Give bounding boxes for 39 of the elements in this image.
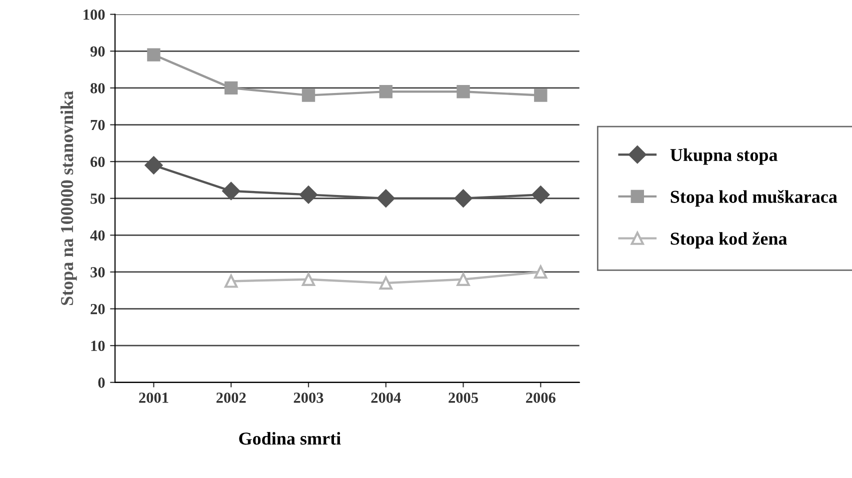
point [534, 88, 548, 102]
y-tick-label: 50 [90, 194, 105, 204]
y-tick-label: 100 [84, 9, 105, 20]
x-tick-label: 2004 [371, 392, 401, 403]
x-tick-label: 2003 [294, 392, 324, 403]
point [300, 186, 318, 204]
y-tick-label: 30 [90, 267, 105, 278]
x-tick-label: 2001 [139, 392, 168, 403]
x-tick-label: 2005 [448, 392, 478, 403]
point [224, 274, 238, 288]
point [532, 186, 550, 204]
point [456, 85, 470, 98]
x-axis-title: Godina smrti [239, 432, 341, 445]
y-tick-label: 90 [90, 46, 105, 57]
point [302, 88, 316, 102]
point [224, 81, 238, 95]
point [302, 272, 316, 286]
y-tick-label: 20 [90, 304, 105, 314]
legend-label: Stopa kod muškaraca [670, 190, 838, 207]
y-tick-label: 70 [90, 120, 105, 130]
point [376, 189, 395, 208]
point [147, 48, 160, 62]
y-axis-title: Stopa na 100000 stanovnika [60, 91, 77, 306]
x-tick-label: 2002 [216, 392, 246, 403]
legend-label: Ukupna stopa [670, 148, 778, 165]
y-tick-label: 0 [98, 378, 105, 388]
point [379, 276, 392, 290]
y-tick-label: 10 [91, 340, 105, 352]
point [456, 272, 470, 286]
point [379, 85, 392, 98]
point [534, 265, 548, 279]
point [222, 182, 240, 200]
y-tick-label: 60 [90, 156, 105, 168]
point [454, 189, 472, 208]
point [144, 156, 163, 174]
legend-label: Stopa kod žena [670, 232, 788, 248]
y-tick-label: 80 [90, 83, 105, 94]
y-tick-label: 40 [90, 230, 105, 241]
x-tick-label: 2006 [526, 392, 556, 403]
